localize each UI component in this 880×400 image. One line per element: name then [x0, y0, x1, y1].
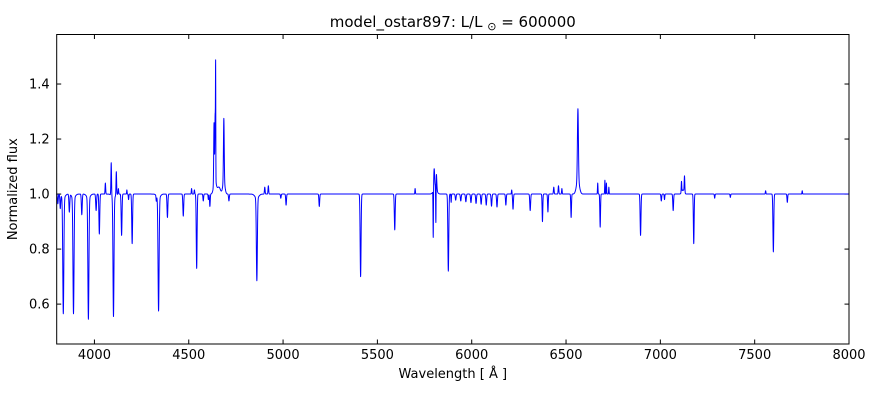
y-tick-label: 0.6: [29, 298, 50, 313]
x-tick-label: 6000: [455, 348, 488, 363]
y-tick-label: 1.0: [29, 188, 50, 203]
x-tick-label: 5000: [267, 348, 300, 363]
x-tick-label: 7500: [738, 348, 771, 363]
axis-ticks: 4000 4500 5000 5500 6000 6500 7000 7500 8000 0.6 0…: [29, 34, 866, 363]
x-tick-label: 6500: [549, 348, 582, 363]
x-tick-label: 5500: [361, 348, 394, 363]
y-tick-label: 1.4: [29, 78, 50, 93]
y-axis-label: Normalized flux: [6, 138, 21, 240]
plot-title-rest: = 600000: [501, 13, 576, 31]
solar-symbol: ⊙: [487, 20, 496, 33]
spectrum-line-layer: [56, 59, 850, 320]
x-tick-label: 7000: [644, 348, 677, 363]
x-axis-label: Wavelength [ Å ]: [399, 366, 508, 382]
plot-title-main: model_ostar897: L/L: [330, 13, 483, 32]
x-tick-label: 4500: [172, 348, 205, 363]
spectrum-line: [56, 59, 850, 320]
x-tick-label: 8000: [832, 348, 865, 363]
plot-border: [56, 34, 850, 345]
x-tick-label: 4000: [78, 348, 111, 363]
y-tick-label: 1.2: [29, 133, 50, 148]
y-tick-label: 0.8: [29, 243, 50, 258]
plot-title: model_ostar897: L/L ⊙ = 600000: [330, 13, 576, 34]
